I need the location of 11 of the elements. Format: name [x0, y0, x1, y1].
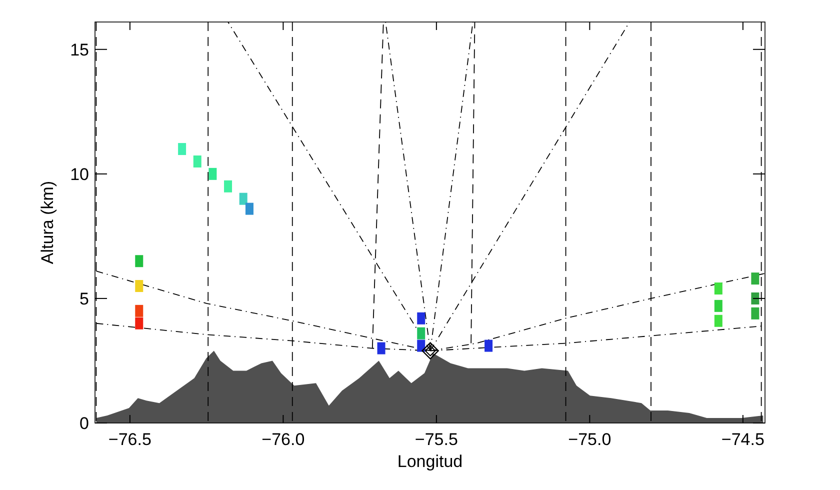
y-tick-label: 5 — [80, 289, 89, 308]
x-tick-label: −75.0 — [568, 430, 612, 449]
y-axis-title: Altura (km) — [38, 180, 57, 264]
x-tick-label: −76.5 — [108, 430, 152, 449]
y-tick-label: 15 — [70, 40, 89, 60]
y-tick-label: 10 — [70, 164, 89, 184]
y-tick-label: 0 — [80, 414, 89, 433]
x-tick-label: −74.5 — [721, 430, 764, 449]
x-tick-label: −75.5 — [414, 430, 458, 449]
x-axis-title: Longitud — [397, 452, 463, 471]
x-tick-label: −76.0 — [262, 430, 305, 449]
